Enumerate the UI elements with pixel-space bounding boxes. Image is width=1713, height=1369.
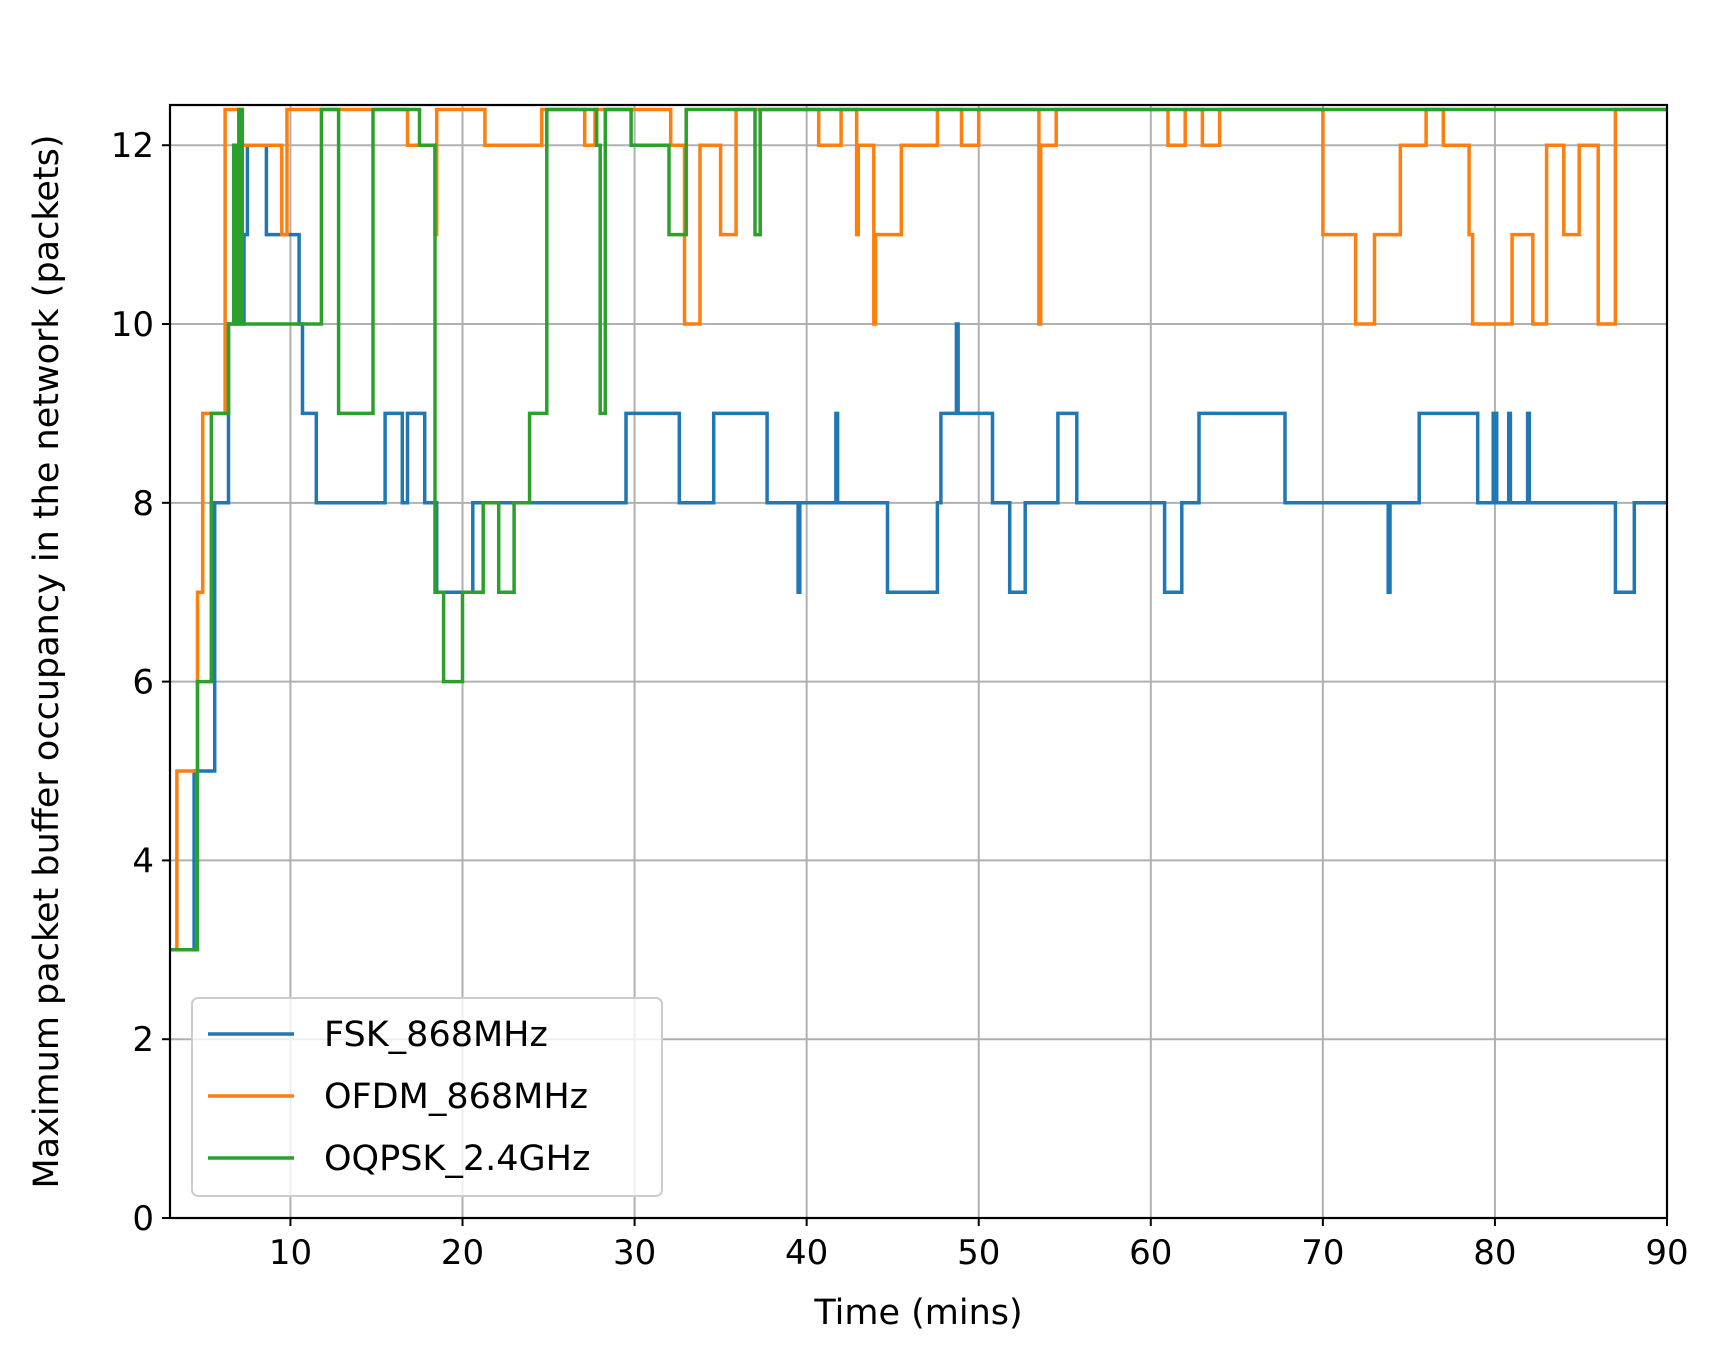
series-line-2	[170, 107, 1667, 952]
x-tick-label: 20	[441, 1233, 484, 1273]
legend-label: OFDM_868MHz	[324, 1077, 588, 1117]
y-tick-label: 8	[132, 484, 154, 524]
ticks: 10 20 30 40 50 60 70 80 90 0 2 4 6 8 10 12	[111, 126, 1689, 1273]
y-axis-title: Maximum packet buffer occupancy in the n…	[27, 134, 67, 1188]
x-tick-label: 70	[1301, 1233, 1344, 1273]
series-line-1	[170, 143, 1667, 952]
y-tick-label: 2	[132, 1020, 154, 1060]
plot-frame	[168, 103, 1669, 1220]
x-tick-label: 10	[269, 1233, 312, 1273]
x-tick-label: 90	[1645, 1233, 1688, 1273]
x-tick-label: 60	[1129, 1233, 1172, 1273]
x-tick-label: 40	[785, 1233, 828, 1273]
series-group	[170, 107, 1667, 952]
x-tick-label: 80	[1473, 1233, 1516, 1273]
x-axis-title: Time (mins)	[813, 1293, 1022, 1333]
y-tick-label: 4	[132, 841, 154, 881]
y-tick-label: 10	[111, 305, 154, 345]
y-tick-label: 12	[111, 126, 154, 166]
legend-box	[191, 997, 663, 1197]
legend: FSK_868MHz OFDM_868MHz OQPSK_2.4GHz	[191, 997, 663, 1197]
y-tick-label: 6	[132, 663, 154, 703]
series-line-3	[170, 107, 1667, 952]
y-tick-label: 0	[132, 1199, 154, 1239]
x-tick-label: 30	[613, 1233, 656, 1273]
legend-label: FSK_868MHz	[324, 1015, 548, 1055]
legend-label: OQPSK_2.4GHz	[324, 1139, 590, 1179]
x-tick-label: 50	[957, 1233, 1000, 1273]
